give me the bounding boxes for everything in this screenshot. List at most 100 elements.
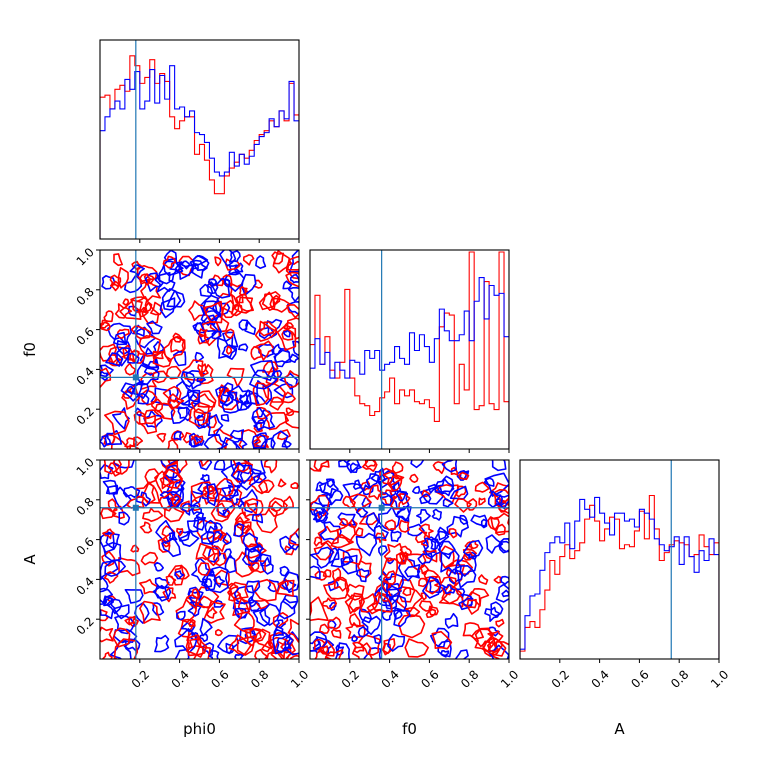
contour-blue bbox=[289, 273, 299, 284]
contour-blue bbox=[154, 272, 176, 293]
contour-red bbox=[231, 462, 254, 483]
contour-blue bbox=[247, 547, 263, 564]
truth-point bbox=[132, 374, 139, 381]
contour-red bbox=[236, 635, 256, 656]
contour-blue bbox=[281, 439, 292, 448]
contour-red bbox=[162, 255, 177, 269]
contour-red bbox=[203, 300, 223, 324]
contour-blue bbox=[434, 475, 455, 494]
contour-blue bbox=[430, 538, 442, 551]
contour-blue bbox=[282, 280, 293, 290]
contour-red bbox=[255, 505, 278, 534]
contour-blue bbox=[160, 460, 180, 469]
contour-red bbox=[264, 412, 289, 431]
contour-blue bbox=[253, 432, 268, 449]
contour-blue bbox=[122, 486, 141, 498]
contour-red bbox=[107, 462, 122, 477]
contour-red bbox=[138, 413, 158, 435]
x-tick-label: 0.8 bbox=[458, 667, 481, 690]
contour-red bbox=[267, 497, 288, 517]
contour-blue bbox=[440, 650, 450, 658]
contour-blue bbox=[388, 594, 408, 612]
contour-red bbox=[313, 536, 323, 547]
contour-blue bbox=[325, 487, 344, 506]
contour-red bbox=[286, 317, 299, 340]
contour-red bbox=[388, 475, 403, 492]
contour-blue bbox=[242, 532, 260, 551]
contour-red bbox=[197, 363, 209, 376]
contour-blue bbox=[484, 472, 509, 497]
contour-blue bbox=[284, 631, 299, 656]
contour-red bbox=[237, 598, 251, 612]
contour-red bbox=[474, 481, 490, 493]
contour-blue bbox=[442, 497, 454, 508]
contour-blue bbox=[105, 484, 119, 495]
contour-blue bbox=[229, 250, 241, 263]
contour-blue bbox=[116, 340, 131, 355]
contour-blue bbox=[150, 387, 172, 406]
x-tick-label: 0.2 bbox=[549, 667, 572, 690]
contour-blue bbox=[427, 483, 438, 494]
contour-blue bbox=[217, 336, 238, 360]
contour-red bbox=[100, 608, 109, 622]
contour-red bbox=[162, 385, 182, 403]
contour-red bbox=[161, 536, 171, 548]
contour-red bbox=[233, 611, 255, 634]
contour-red bbox=[124, 362, 137, 376]
contour-red bbox=[167, 438, 179, 449]
contour-red bbox=[158, 492, 175, 512]
contour-red bbox=[203, 600, 226, 624]
contour-red bbox=[238, 296, 254, 312]
contour-blue bbox=[273, 382, 294, 399]
contour-red bbox=[266, 650, 285, 659]
contour-blue bbox=[361, 615, 382, 636]
contour-red bbox=[313, 460, 330, 472]
contour-red bbox=[466, 498, 478, 511]
contour-blue bbox=[193, 438, 202, 447]
contour-red bbox=[419, 564, 429, 576]
contour-blue bbox=[393, 607, 411, 628]
contour-blue bbox=[417, 552, 433, 565]
contour-red bbox=[221, 299, 240, 319]
contour-red bbox=[188, 401, 210, 427]
contour-red bbox=[130, 325, 152, 339]
contour-red bbox=[191, 588, 200, 599]
contour-red bbox=[409, 473, 419, 483]
contour-blue bbox=[330, 548, 354, 568]
x-tick-label: 0.2 bbox=[129, 667, 152, 690]
contour-blue bbox=[390, 530, 402, 543]
contour-blue bbox=[174, 380, 195, 406]
contour-blue bbox=[189, 259, 208, 279]
contour-blue bbox=[129, 264, 145, 277]
contour-red bbox=[162, 460, 183, 485]
contour-blue bbox=[224, 555, 237, 574]
hist-frame-f0 bbox=[309, 249, 510, 450]
contour-red bbox=[233, 293, 253, 314]
contour-blue bbox=[349, 462, 362, 473]
contour-blue bbox=[239, 627, 256, 645]
contour-blue bbox=[484, 606, 501, 622]
contour-red bbox=[250, 345, 262, 361]
contour-red bbox=[179, 500, 190, 512]
contour-red bbox=[351, 642, 374, 659]
x-tick-label: 0.4 bbox=[589, 667, 612, 690]
contour-blue bbox=[249, 369, 278, 390]
contour-blue bbox=[201, 578, 213, 588]
contour-blue bbox=[430, 627, 450, 648]
contour-red bbox=[218, 387, 240, 411]
contour-blue bbox=[437, 526, 448, 541]
x-axis-label-A: A bbox=[614, 720, 625, 738]
contour-blue bbox=[234, 653, 244, 659]
contour-red bbox=[229, 581, 249, 600]
contour-blue bbox=[136, 364, 160, 386]
y-axis-label-f0: f0 bbox=[21, 342, 39, 357]
contour-blue bbox=[436, 478, 455, 497]
contour-red bbox=[188, 619, 196, 627]
contour-red bbox=[277, 429, 291, 441]
contour-red bbox=[249, 562, 260, 572]
contour-blue bbox=[340, 554, 358, 575]
x-tick-label: 1.0 bbox=[498, 667, 521, 690]
contour-blue bbox=[100, 371, 109, 381]
contour-red bbox=[136, 265, 158, 283]
contour-red bbox=[139, 578, 158, 595]
